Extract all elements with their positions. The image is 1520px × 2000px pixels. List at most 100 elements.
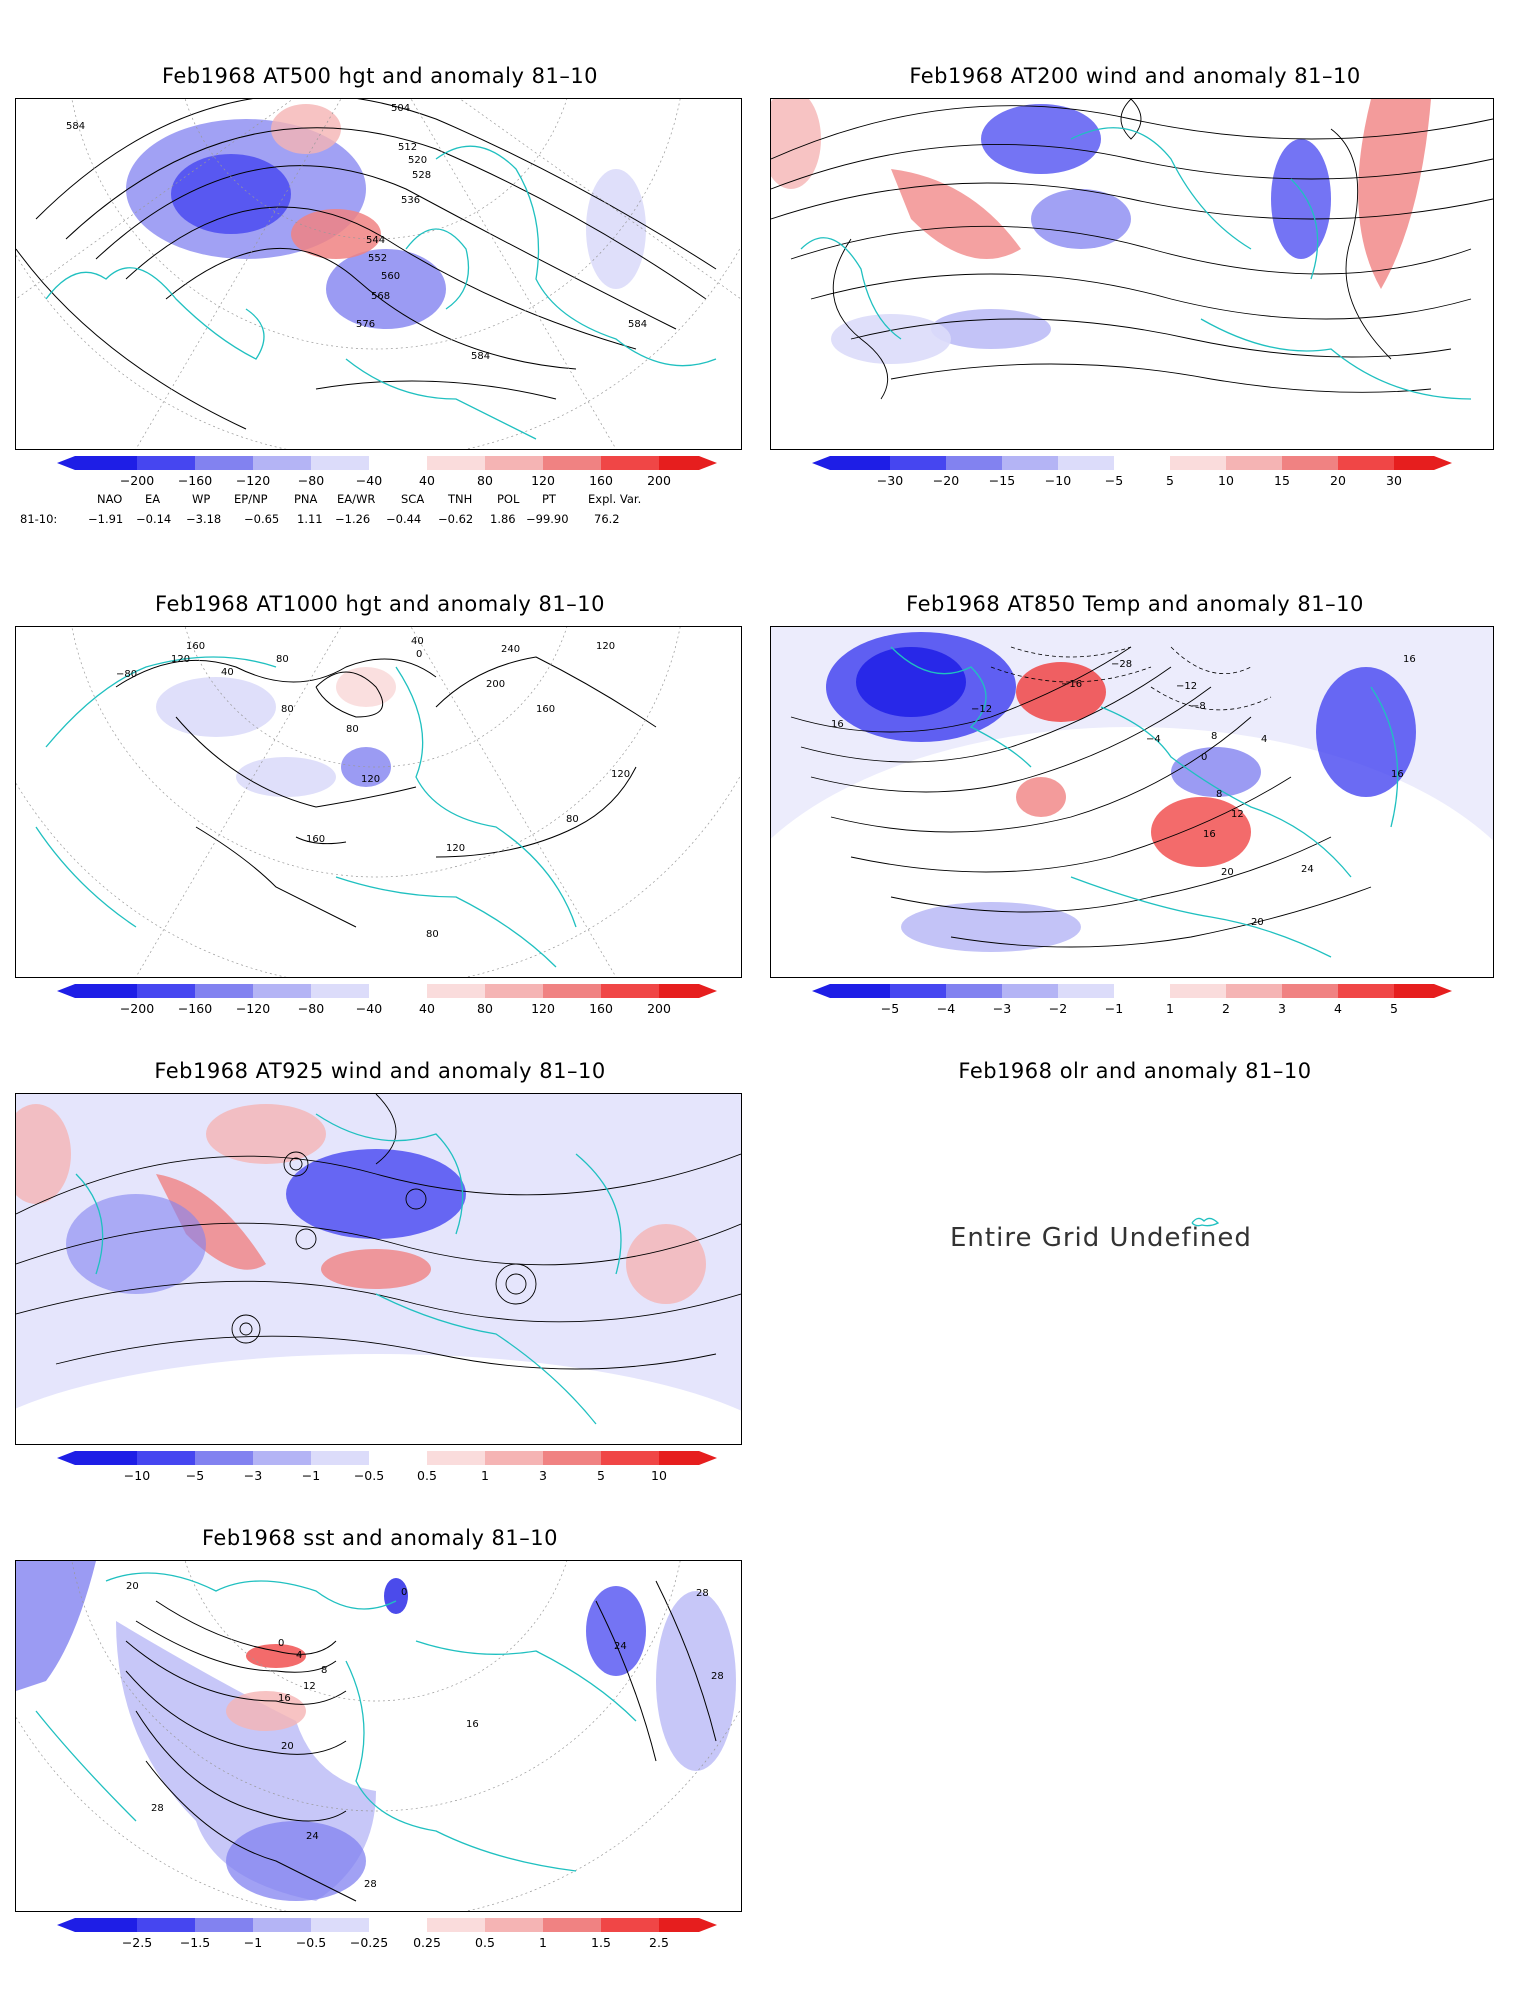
- colorbar-labels: −5 −4 −3 −2 −1 1 2 3 4 5: [812, 1001, 1452, 1017]
- contour-label: 28: [696, 1588, 709, 1599]
- teleconn-value: −0.62: [438, 512, 474, 526]
- colorbar-label: 160: [589, 473, 613, 488]
- contour-label: 120: [171, 654, 190, 665]
- colorbar: −10 −5 −3 −1 −0.5 0.5 1 3 5 10: [57, 1450, 717, 1488]
- colorbar-labels: −10 −5 −3 −1 −0.5 0.5 1 3 5 10: [57, 1468, 717, 1484]
- colorbar-label: −2.5: [121, 1935, 153, 1950]
- coastlines: [75, 1113, 622, 1425]
- colorbar-label: 120: [531, 473, 555, 488]
- colorbar-label: −5: [1104, 473, 1124, 488]
- anomaly-blob: [1151, 797, 1251, 867]
- contour-label: 160: [536, 704, 555, 715]
- teleconn-header: SCA: [401, 492, 425, 506]
- panel-title: Feb1968 AT850 Temp and anomaly 81–10: [906, 592, 1364, 616]
- colorbar-labels: −200 −160 −120 −80 −40 40 80 120 160 200: [57, 473, 717, 489]
- coastlines: [35, 1572, 637, 1872]
- colorbar-label: −200: [119, 1001, 155, 1016]
- colorbar-label: 1: [539, 1935, 547, 1950]
- anomaly-blob: [1031, 189, 1131, 249]
- contour-label: 16: [278, 1693, 291, 1704]
- anomaly-blob: [891, 169, 1021, 259]
- teleconn-header: PNA: [294, 492, 318, 506]
- teleconn-header: WP: [192, 492, 211, 506]
- colorbar-label: 5: [1390, 1001, 1398, 1016]
- colorbar-label: −5: [880, 1001, 900, 1016]
- anomaly-blob: [156, 1174, 266, 1270]
- contour-label: 512: [398, 142, 417, 153]
- panel-title: Feb1968 sst and anomaly 81–10: [201, 1526, 558, 1550]
- colorbar-label: 20: [1330, 473, 1346, 488]
- colorbar-label: 0.25: [413, 1935, 441, 1950]
- colorbar: −2.5 −1.5 −1 −0.5 −0.25 0.25 0.5 1 1.5 2…: [57, 1917, 717, 1955]
- colorbar-label: −160: [177, 1001, 213, 1016]
- contour-label: 160: [186, 641, 205, 652]
- contour-label: 80: [426, 929, 439, 940]
- colorbar-label: −20: [932, 473, 960, 488]
- map-at850: 16 −28 −12 −16 −12 −8 −4 0 4 8 12 16 16 …: [770, 626, 1494, 978]
- contour-label: 80: [281, 704, 294, 715]
- teleconn-value: −0.14: [136, 512, 172, 526]
- contour-label: 584: [471, 351, 490, 362]
- colorbar-labels: −2.5 −1.5 −1 −0.5 −0.25 0.25 0.5 1 1.5 2…: [57, 1935, 717, 1951]
- colorbar: −200 −160 −120 −80 −40 40 80 120 160 200: [57, 983, 717, 1021]
- colorbar-graphic: [57, 1918, 717, 1932]
- colorbar-label: 120: [531, 1001, 555, 1016]
- teleconn-header: EA: [145, 492, 161, 506]
- coastlines: [35, 656, 577, 968]
- map-at925: [15, 1093, 742, 1445]
- colorbar-graphic: [57, 1451, 717, 1465]
- teleconn-value: 76.2: [594, 512, 620, 526]
- colorbar-label: −120: [235, 1001, 271, 1016]
- contour-label: −12: [971, 704, 992, 715]
- contour-labels: 584 504 512 520 528 536 544 552 560 568 …: [66, 103, 647, 362]
- colorbar-label: −1: [243, 1935, 263, 1950]
- colorbar-label: −1: [301, 1468, 321, 1483]
- colorbar: −30 −20 −15 −10 −5 5 10 15 20 30: [812, 455, 1452, 493]
- anomaly-blob: [226, 1821, 366, 1901]
- colorbar-label: −4: [936, 1001, 956, 1016]
- coastline-fragment: [1191, 1217, 1220, 1227]
- colorbar-label: −40: [355, 473, 383, 488]
- teleconn-value: −3.18: [186, 512, 222, 526]
- anomaly-blob: [1358, 99, 1431, 289]
- colorbar-label: −0.25: [349, 1935, 389, 1950]
- contour-label: 520: [408, 155, 427, 166]
- contour-label: 16: [466, 1719, 479, 1730]
- anomaly-blob: [1171, 747, 1261, 797]
- anomaly-blob: [656, 1591, 736, 1771]
- contour-label: 20: [126, 1581, 139, 1592]
- colorbar-label: −1.5: [179, 1935, 211, 1950]
- neutral-zone: [16, 1354, 741, 1444]
- contour-label: 584: [66, 121, 85, 132]
- colorbar-label: −120: [235, 473, 271, 488]
- anomaly-blob: [981, 104, 1101, 174]
- contour-label: 16: [1391, 769, 1404, 780]
- anomaly-blob: [771, 99, 821, 189]
- contour-label: 16: [1203, 829, 1216, 840]
- streamlines: [16, 1094, 741, 1370]
- colorbar-label: 3: [1278, 1001, 1286, 1016]
- colorbar-label: 0.5: [475, 1935, 495, 1950]
- streamlines: [771, 99, 1493, 400]
- contour-label: 28: [151, 1803, 164, 1814]
- contour-labels: 16 −28 −12 −16 −12 −8 −4 0 4 8 12 16 16 …: [831, 654, 1416, 928]
- teleconn-header: EA/WR: [337, 492, 376, 506]
- colorbar-label: −3: [243, 1468, 263, 1483]
- map-graphic: [771, 99, 1493, 400]
- contour-label: 568: [371, 291, 390, 302]
- map-graphic: 584 504 512 520 528 536 544 552 560 568 …: [16, 99, 741, 449]
- anomaly-blob: [16, 1561, 96, 1691]
- contour-label: 12: [303, 1681, 316, 1692]
- graticule: [16, 627, 741, 977]
- panel-at1000: Feb1968 AT1000 hgt and anomaly 81–10: [15, 588, 745, 1028]
- colorbar-label: 4: [1334, 1001, 1342, 1016]
- teleconn-value: −0.44: [386, 512, 422, 526]
- colorbar-label: −80: [297, 473, 325, 488]
- contour-label: 240: [501, 644, 520, 655]
- contour-label: 504: [391, 103, 410, 114]
- colorbar-label: 2: [1222, 1001, 1230, 1016]
- map-at200: [770, 98, 1494, 450]
- anomaly-blob: [16, 1104, 71, 1204]
- panel-at200: Feb1968 AT200 wind and anomaly 81–10: [770, 60, 1500, 488]
- contour-label: 200: [486, 679, 505, 690]
